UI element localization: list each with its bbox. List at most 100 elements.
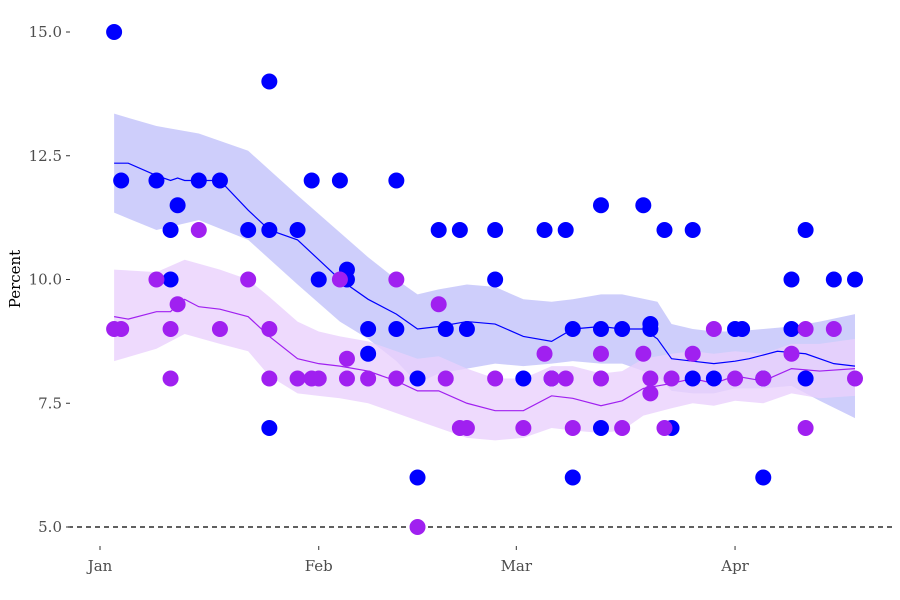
point-series-2-14 [331,271,348,288]
confidence-bands [114,113,855,441]
point-series-1-18 [360,321,377,337]
point-series-1-33 [557,222,574,238]
point-series-1-47 [705,370,722,387]
point-series-2-16 [338,350,355,367]
band-series-1 [114,113,855,419]
point-series-2-17 [360,370,377,387]
point-series-2-40 [705,321,722,337]
point-series-2-11 [289,370,306,387]
point-series-2-45 [797,420,814,436]
point-series-2-36 [642,385,659,402]
point-series-2-9 [261,321,278,337]
y-tick-label-3: 12.5 [29,147,62,165]
point-series-2-46 [825,321,842,337]
x-tick-label-2: Mar [501,557,533,575]
point-series-1-0 [106,24,123,40]
point-series-2-13 [310,370,327,387]
point-series-1-20 [388,172,405,189]
point-series-1-28 [487,222,504,238]
point-series-2-41 [727,370,744,387]
point-series-1-13 [303,172,320,189]
point-series-1-55 [797,370,814,387]
point-series-1-57 [847,271,863,288]
point-series-1-37 [592,321,609,337]
point-series-2-10 [261,370,278,387]
point-series-1-38 [592,420,609,436]
y-tick-label-1: 7.5 [38,394,62,412]
point-series-1-34 [564,321,581,337]
point-series-1-23 [409,469,426,486]
point-series-2-1 [113,321,130,337]
point-series-1-25 [437,321,454,337]
point-series-1-15 [331,172,348,189]
point-series-2-34 [635,345,652,362]
point-series-2-38 [663,370,680,387]
point-series-2-33 [614,420,631,436]
point-series-2-39 [684,345,701,362]
point-series-1-22 [409,370,426,387]
point-series-1-8 [240,222,257,238]
point-series-1-35 [564,469,581,486]
x-tick-label-3: Apr [720,557,749,575]
point-series-1-24 [430,222,447,238]
point-series-1-27 [458,321,475,337]
point-series-2-44 [797,321,814,337]
band-series-2 [114,259,855,441]
point-series-1-54 [797,222,814,238]
y-axis-title: Percent [6,250,24,308]
point-series-1-49 [734,321,751,337]
point-series-1-1 [113,172,130,189]
point-series-1-52 [783,271,800,288]
point-series-1-21 [388,321,405,337]
y-tick-label-0: 5.0 [38,518,62,536]
point-series-2-7 [211,321,228,337]
point-series-1-29 [487,271,504,288]
point-series-1-31 [536,222,553,238]
point-series-1-7 [211,172,228,189]
point-series-2-42 [755,370,772,387]
point-series-1-30 [515,370,532,387]
point-series-1-6 [190,172,207,189]
point-series-1-43 [656,222,673,238]
point-series-1-12 [289,222,306,238]
point-series-1-42 [642,316,659,333]
point-series-2-24 [458,420,475,436]
point-series-1-51 [755,469,772,486]
point-series-1-10 [261,222,278,238]
point-series-2-3 [162,321,179,337]
point-series-1-3 [162,222,179,238]
point-series-1-11 [261,420,278,436]
point-series-1-40 [635,197,652,214]
point-series-2-22 [437,370,454,387]
y-tick-label-4: 15.0 [29,23,62,41]
point-series-2-37 [656,420,673,436]
point-series-2-25 [487,370,504,387]
point-series-1-53 [783,321,800,337]
point-series-1-45 [684,222,701,238]
point-series-2-35 [642,370,659,387]
x-axis: Jan Feb Mar Apr [86,546,750,575]
point-series-2-43 [783,345,800,362]
data-points [106,24,863,535]
point-series-2-29 [557,370,574,387]
point-series-2-21 [430,296,447,313]
point-series-1-26 [451,222,468,238]
point-series-2-30 [564,420,581,436]
point-series-1-36 [592,197,609,214]
point-series-2-15 [338,370,355,387]
point-series-2-27 [536,345,553,362]
y-axis: 5.0 7.5 10.0 12.5 15.0 [29,23,70,536]
point-series-2-19 [388,370,405,387]
point-series-1-56 [825,271,842,288]
point-series-1-46 [684,370,701,387]
point-series-2-18 [388,271,405,288]
point-series-2-28 [543,370,560,387]
point-series-2-26 [515,420,532,436]
point-series-2-6 [190,222,207,238]
point-series-1-5 [169,197,186,214]
x-tick-label-0: Jan [86,557,113,575]
point-series-1-19 [360,345,377,362]
point-series-2-32 [592,370,609,387]
point-series-1-4 [162,271,179,288]
